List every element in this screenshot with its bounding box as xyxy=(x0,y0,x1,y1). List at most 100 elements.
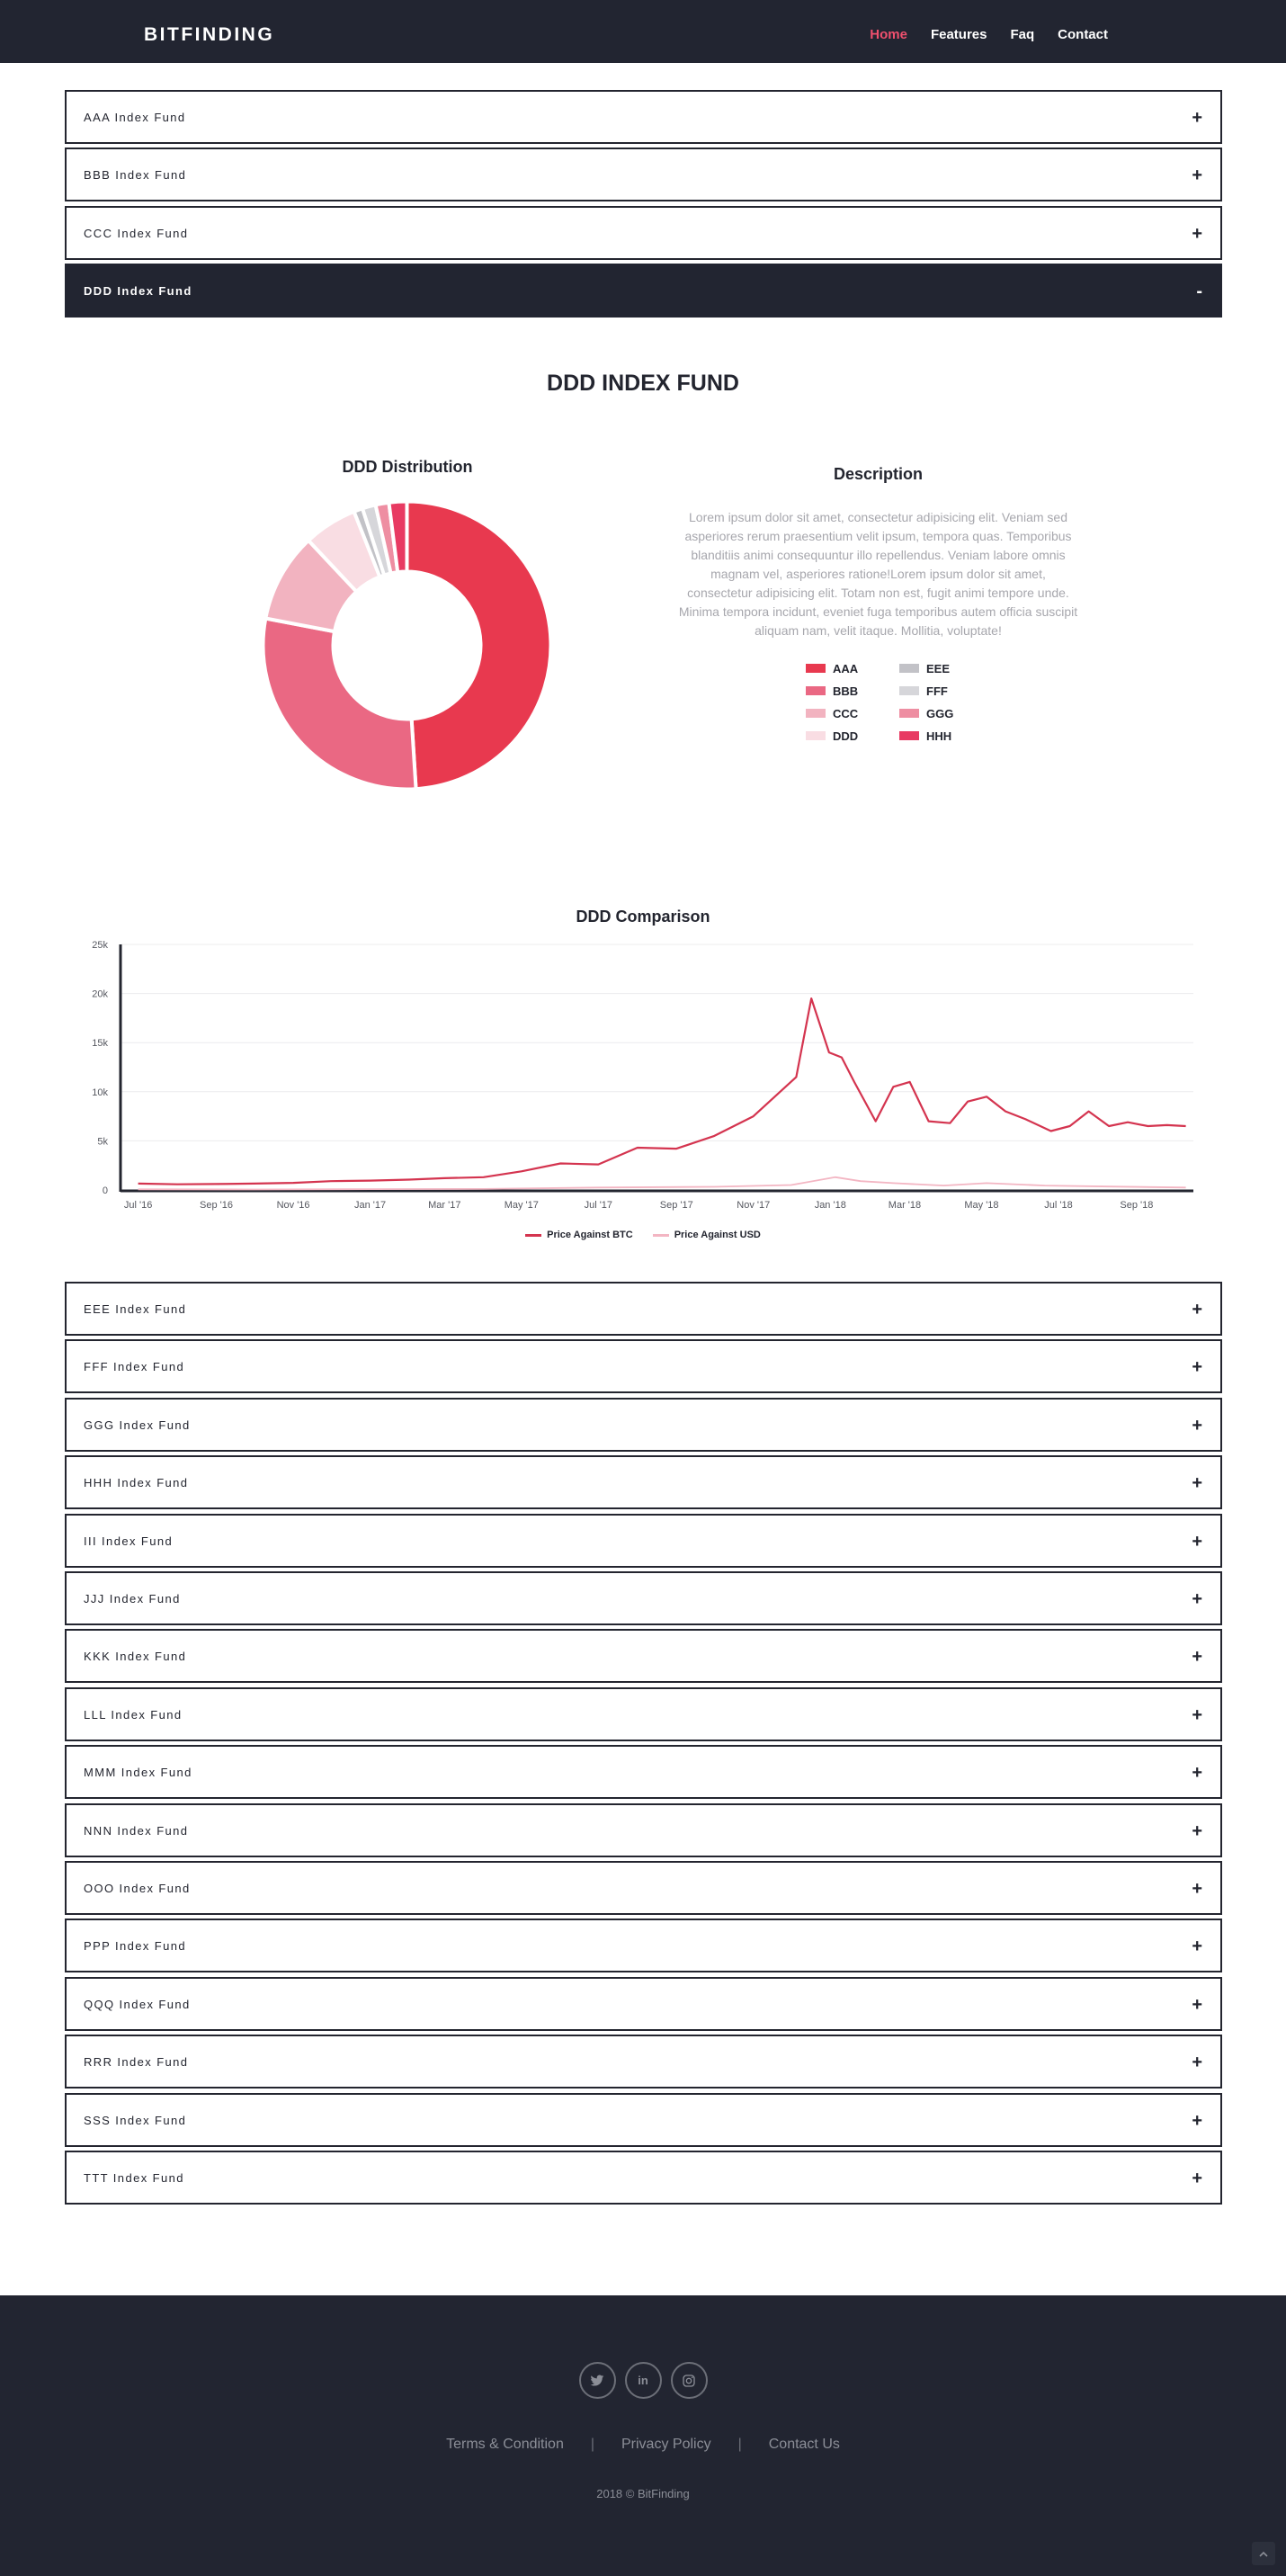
accordion-item-ttt[interactable]: TTT Index Fund + xyxy=(65,2151,1222,2205)
link-separator: | xyxy=(737,2437,742,2452)
main-nav: Home Features Faq Contact xyxy=(870,27,1108,42)
accordion-item-ccc[interactable]: CCC Index Fund + xyxy=(65,206,1222,260)
legend-swatch xyxy=(806,731,826,740)
accordion-item-lll[interactable]: LLL Index Fund + xyxy=(65,1687,1222,1741)
legend-swatch xyxy=(899,731,919,740)
accordion-item-iii[interactable]: III Index Fund + xyxy=(65,1514,1222,1568)
expand-icon[interactable]: + xyxy=(1192,1821,1202,1841)
expand-icon[interactable]: + xyxy=(1192,1647,1202,1667)
accordion-item-sss[interactable]: SSS Index Fund + xyxy=(65,2093,1222,2147)
series-line-usd[interactable] xyxy=(138,1176,1186,1191)
legend-item-ccc: CCC xyxy=(806,705,899,721)
accordion-item-label: PPP Index Fund xyxy=(84,1939,187,1953)
scroll-top-button[interactable] xyxy=(1252,2542,1275,2565)
accordion-item-label: BBB Index Fund xyxy=(84,168,187,182)
expand-icon[interactable]: + xyxy=(1192,1705,1202,1725)
collapse-icon[interactable]: - xyxy=(1196,282,1202,301)
accordion-item-label: SSS Index Fund xyxy=(84,2114,187,2127)
distribution-donut-chart xyxy=(261,499,553,792)
nav-link-features[interactable]: Features xyxy=(930,27,987,42)
accordion-item-label: DDD Index Fund xyxy=(84,284,192,298)
description-text: Lorem ipsum dolor sit amet, consectetur … xyxy=(678,510,1078,638)
instagram-icon[interactable] xyxy=(670,2362,708,2399)
x-tick-label: Jan '17 xyxy=(354,1200,386,1211)
accordion-item-label: RRR Index Fund xyxy=(84,2055,189,2069)
expand-icon[interactable]: + xyxy=(1192,1995,1202,2015)
pie-slice-aaa[interactable] xyxy=(405,499,553,792)
legend-label: BBB xyxy=(833,684,859,698)
x-tick-label: Sep '16 xyxy=(200,1200,233,1211)
accordion-item-mmm[interactable]: MMM Index Fund + xyxy=(65,1745,1222,1799)
expand-icon[interactable]: + xyxy=(1192,1357,1202,1377)
expand-icon[interactable]: + xyxy=(1192,2111,1202,2131)
nav-link-faq[interactable]: Faq xyxy=(1010,27,1035,42)
accordion-item-rrr[interactable]: RRR Index Fund + xyxy=(65,2035,1222,2089)
accordion-item-label: NNN Index Fund xyxy=(84,1824,189,1838)
accordion-item-label: JJJ Index Fund xyxy=(84,1592,181,1606)
legend-item-usd[interactable]: Price Against USD xyxy=(652,1230,761,1240)
comparison-title: DDD Comparison xyxy=(576,908,710,926)
accordion-item-ppp[interactable]: PPP Index Fund + xyxy=(65,1919,1222,1972)
expand-icon[interactable]: + xyxy=(1192,224,1202,244)
legend-swatch xyxy=(899,686,919,695)
expand-icon[interactable]: + xyxy=(1192,1300,1202,1319)
legend-item-ddd: DDD xyxy=(806,728,899,744)
accordion-item-label: OOO Index Fund xyxy=(84,1882,191,1895)
x-tick-label: Jul '17 xyxy=(585,1200,612,1211)
legend-item-hhh: HHH xyxy=(899,728,993,744)
expand-icon[interactable]: + xyxy=(1192,1589,1202,1609)
comparison-legend: Price Against BTC Price Against USD xyxy=(0,1230,1286,1240)
expand-icon[interactable]: + xyxy=(1192,165,1202,185)
brand-logo[interactable]: BITFINDING xyxy=(144,24,275,45)
linkedin-icon[interactable]: in xyxy=(624,2362,662,2399)
accordion-item-fff[interactable]: FFF Index Fund + xyxy=(65,1339,1222,1393)
navbar: BITFINDING Home Features Faq Contact xyxy=(0,0,1286,63)
social-links: in xyxy=(0,2362,1286,2399)
expand-icon[interactable]: + xyxy=(1192,1416,1202,1436)
accordion-item-label: MMM Index Fund xyxy=(84,1766,192,1779)
accordion-item-jjj[interactable]: JJJ Index Fund + xyxy=(65,1571,1222,1625)
series-line-btc[interactable] xyxy=(138,997,1186,1185)
pie-slice-bbb[interactable] xyxy=(261,616,418,792)
x-tick-label: Mar '17 xyxy=(428,1200,460,1211)
accordion-item-eee[interactable]: EEE Index Fund + xyxy=(65,1282,1222,1336)
accordion-item-aaa[interactable]: AAA Index Fund + xyxy=(65,90,1222,144)
x-tick-label: Jul '16 xyxy=(124,1200,152,1211)
accordion-item-hhh[interactable]: HHH Index Fund + xyxy=(65,1455,1222,1509)
accordion-item-ooo[interactable]: OOO Index Fund + xyxy=(65,1861,1222,1915)
accordion-item-ggg[interactable]: GGG Index Fund + xyxy=(65,1398,1222,1452)
legend-label: Price Against BTC xyxy=(547,1230,633,1240)
accordion-item-ddd[interactable]: DDD Index Fund - xyxy=(65,264,1222,318)
accordion-item-label: KKK Index Fund xyxy=(84,1650,187,1663)
expand-icon[interactable]: + xyxy=(1192,1763,1202,1783)
legend-item-btc[interactable]: Price Against BTC xyxy=(525,1230,633,1240)
legend-item-ggg: GGG xyxy=(899,705,993,721)
expand-icon[interactable]: + xyxy=(1192,2169,1202,2188)
twitter-icon[interactable] xyxy=(578,2362,616,2399)
accordion-item-bbb[interactable]: BBB Index Fund + xyxy=(65,148,1222,201)
fund-title: DDD INDEX FUND xyxy=(547,371,739,396)
x-tick-label: Jul '18 xyxy=(1044,1200,1072,1211)
nav-link-contact[interactable]: Contact xyxy=(1058,27,1108,42)
expand-icon[interactable]: + xyxy=(1192,1532,1202,1552)
accordion-item-kkk[interactable]: KKK Index Fund + xyxy=(65,1629,1222,1683)
privacy-link[interactable]: Privacy Policy xyxy=(621,2437,711,2452)
terms-link[interactable]: Terms & Condition xyxy=(446,2437,564,2452)
legend-label: HHH xyxy=(926,729,952,743)
pie-slice-hhh[interactable] xyxy=(387,499,409,575)
accordion-item-qqq[interactable]: QQQ Index Fund + xyxy=(65,1977,1222,2031)
expand-icon[interactable]: + xyxy=(1192,108,1202,128)
contact-link[interactable]: Contact Us xyxy=(768,2437,840,2452)
expand-icon[interactable]: + xyxy=(1192,1879,1202,1899)
footer: in Terms & Condition | Privacy Policy | … xyxy=(0,2295,1286,2576)
accordion-item-label: CCC Index Fund xyxy=(84,227,189,240)
expand-icon[interactable]: + xyxy=(1192,1936,1202,1956)
y-tick-label: 20k xyxy=(92,989,108,1000)
x-tick-label: Sep '18 xyxy=(1120,1200,1153,1211)
accordion-item-nnn[interactable]: NNN Index Fund + xyxy=(65,1803,1222,1857)
nav-link-home[interactable]: Home xyxy=(870,27,907,42)
accordion-item-label: LLL Index Fund xyxy=(84,1708,183,1722)
expand-icon[interactable]: + xyxy=(1192,2053,1202,2072)
expand-icon[interactable]: + xyxy=(1192,1473,1202,1493)
legend-label: FFF xyxy=(926,684,948,698)
